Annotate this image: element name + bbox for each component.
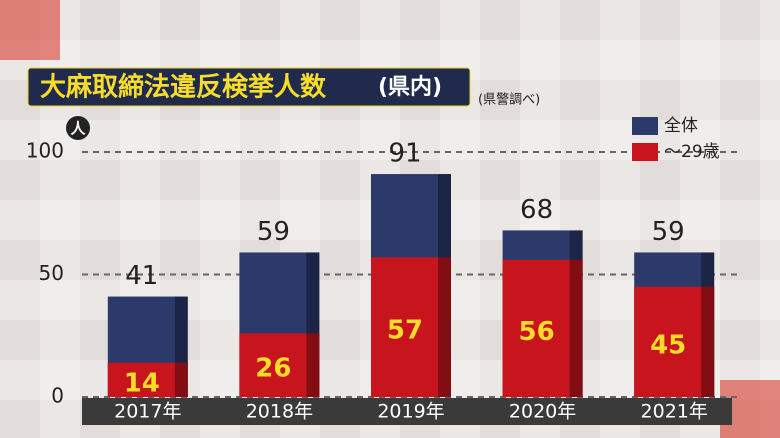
bar [107, 362, 188, 397]
segment-label: 26 [255, 354, 291, 384]
bar-side [701, 286, 715, 397]
segment-label: 57 [387, 316, 423, 346]
segment-label: 56 [519, 317, 555, 347]
bar-side [174, 362, 188, 397]
bar [371, 257, 451, 397]
x-tick-label: 2020年 [509, 401, 576, 423]
legend-swatch [632, 143, 658, 161]
corner-decoration [0, 0, 60, 60]
bar-side [569, 259, 583, 397]
y-unit: 人 [70, 120, 86, 138]
segment-label: 45 [650, 330, 686, 360]
total-label: 41 [125, 261, 158, 291]
legend-label: 全体 [664, 116, 698, 136]
x-tick-label: 2018年 [246, 401, 313, 423]
bar [239, 333, 320, 397]
x-tick-label: 2019年 [377, 401, 444, 423]
legend-swatch [632, 117, 658, 135]
total-label: 68 [520, 195, 553, 225]
title-box [27, 67, 471, 107]
total-label: 59 [257, 217, 290, 247]
y-tick-label: 0 [51, 384, 64, 408]
category-strip [82, 398, 732, 425]
chart-title-suffix: (県内) [378, 75, 442, 100]
legend-label: ～29歳 [664, 142, 720, 162]
x-tick-label: 2017年 [114, 401, 181, 423]
bar-side [306, 333, 320, 397]
bar [634, 286, 715, 397]
chart-title: 大麻取締法違反検挙人数 [40, 72, 327, 103]
y-tick-label: 50 [39, 261, 64, 285]
total-label: 91 [388, 139, 421, 169]
unit-badge [66, 116, 90, 140]
segment-label: 14 [124, 368, 160, 398]
bar [502, 259, 583, 397]
y-tick-label: 100 [26, 139, 64, 163]
x-tick-label: 2021年 [641, 401, 708, 423]
total-label: 59 [652, 217, 685, 247]
subtitle: (県警調べ) [478, 92, 540, 108]
bar-side [438, 257, 451, 397]
